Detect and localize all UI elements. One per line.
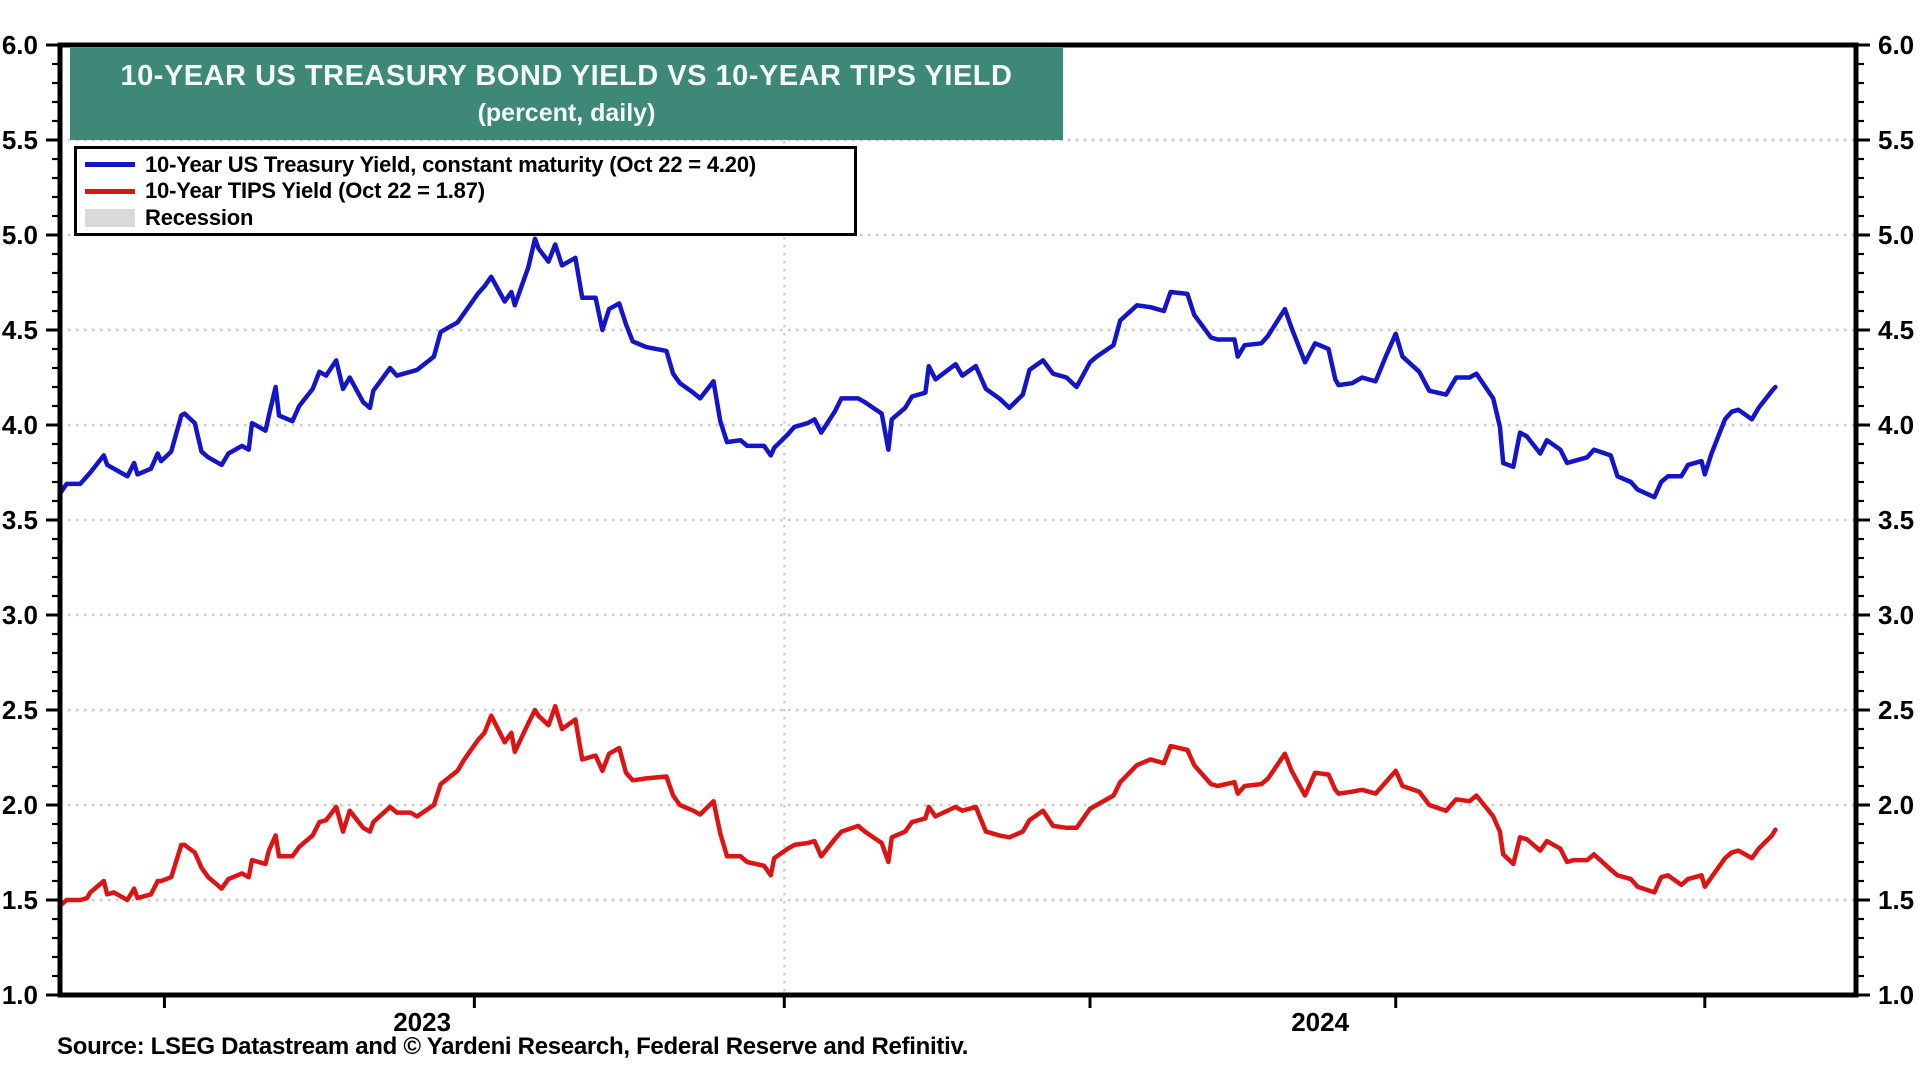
chart-title-box: 10-YEAR US TREASURY BOND YIELD VS 10-YEA…	[70, 48, 1063, 140]
y-axis-tick-label-right: 2.5	[1878, 695, 1914, 725]
plot-border	[57, 42, 1859, 998]
legend-label-treasury: 10-Year US Treasury Yield, constant matu…	[145, 151, 756, 177]
y-axis-tick-label-right: 2.0	[1878, 790, 1914, 820]
chart-title: 10-YEAR US TREASURY BOND YIELD VS 10-YEA…	[120, 60, 1013, 92]
x-axis-year-labels: 2023 2024	[393, 1007, 1349, 1037]
y-axis-tick-label-left: 2.0	[2, 790, 38, 820]
legend-label-tips: 10-Year TIPS Yield (Oct 22 = 1.87)	[145, 178, 485, 203]
y-axis-tick-label-left: 2.5	[2, 695, 38, 725]
y-axis-tick-label-left: 3.0	[2, 600, 38, 630]
legend-item-tips: 10-Year TIPS Yield (Oct 22 = 1.87)	[77, 178, 854, 204]
y-axis-tick-label-right: 1.5	[1878, 885, 1914, 915]
legend-label-recession: Recession	[145, 204, 254, 230]
recession-swatch-icon	[85, 208, 135, 227]
y-axis-tick-label-right: 3.0	[1878, 600, 1914, 630]
y-axis-tick-label-right: 5.5	[1878, 125, 1914, 155]
y-axis-tick-label-right: 6.0	[1878, 30, 1914, 60]
chart-subtitle: (percent, daily)	[477, 99, 656, 127]
tips-yield-line	[57, 703, 1778, 908]
treasury-yield-line	[57, 236, 1778, 500]
legend-item-treasury: 10-Year US Treasury Yield, constant matu…	[77, 152, 854, 178]
y-axis-tick-label-left: 6.0	[2, 30, 38, 60]
legend-item-recession: Recession	[77, 205, 854, 231]
y-axis-tick-label-right: 1.0	[1878, 980, 1914, 1010]
y-axis-tick-label-right: 5.0	[1878, 220, 1914, 250]
y-axis-tick-label-left: 3.5	[2, 505, 38, 535]
y-axis-tick-label-left: 4.5	[2, 315, 38, 345]
x-axis-year-label: 2024	[1291, 1007, 1349, 1037]
x-axis-year-label: 2023	[393, 1007, 451, 1037]
y-axis-tick-label-left: 1.5	[2, 885, 38, 915]
source-note: Source: LSEG Datastream and © Yardeni Re…	[57, 1033, 969, 1060]
y-axis-labels: 6.0 6.0 5.5 5.5 5.0 5.0 4.5 4.5 4.0 4.0 3.5 3.5 3.0 3…	[2, 30, 1914, 1010]
y-axis-tick-label-left: 4.0	[2, 410, 38, 440]
series-lines	[57, 236, 1778, 908]
treasury-line-swatch-icon	[85, 162, 135, 167]
y-axis-tick-label-right: 3.5	[1878, 505, 1914, 535]
y-axis-tick-label-right: 4.5	[1878, 315, 1914, 345]
tips-line-swatch-icon	[85, 188, 135, 194]
y-axis-tick-label-left: 5.5	[2, 125, 38, 155]
y-axis-tick-label-left: 1.0	[2, 980, 38, 1010]
y-axis-tick-label-left: 5.0	[2, 220, 38, 250]
h-gridlines	[60, 138, 1856, 902]
legend: 10-Year US Treasury Yield, constant matu…	[74, 146, 857, 236]
y-axis-tick-label-right: 4.0	[1878, 410, 1914, 440]
